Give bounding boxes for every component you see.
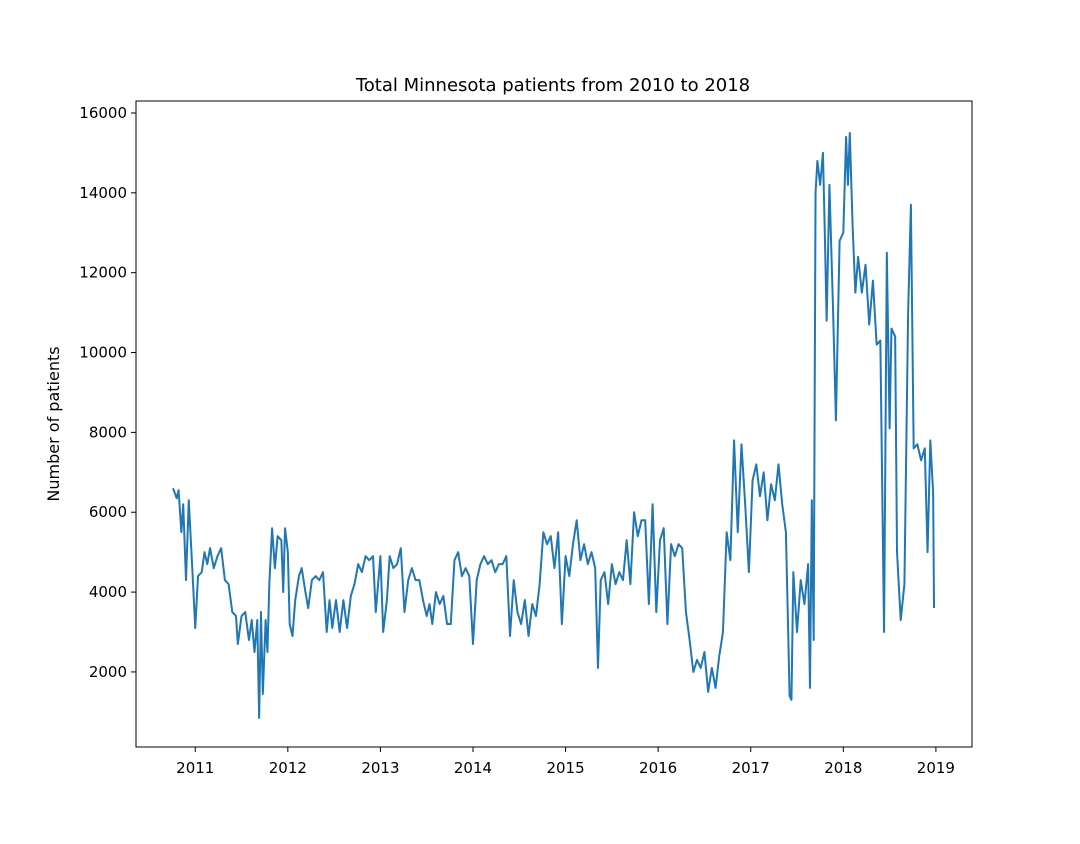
y-tick-label: 10000 <box>79 344 127 362</box>
x-tick-label: 2012 <box>269 759 307 777</box>
x-tick-label: 2011 <box>176 759 214 777</box>
x-tick-label: 2018 <box>824 759 862 777</box>
x-tick-label: 2014 <box>454 759 492 777</box>
y-tick-label: 8000 <box>89 423 127 441</box>
y-tick-label: 6000 <box>89 503 127 521</box>
y-tick-label: 2000 <box>89 663 127 681</box>
y-tick-label: 12000 <box>79 264 127 282</box>
y-tick-label: 16000 <box>79 104 127 122</box>
x-tick-label: 2017 <box>732 759 770 777</box>
y-axis-label: Number of patients <box>44 346 63 501</box>
plot-frame <box>135 100 973 748</box>
x-tick-label: 2019 <box>917 759 955 777</box>
x-tick-label: 2016 <box>639 759 677 777</box>
x-tick-label: 2015 <box>546 759 584 777</box>
y-tick-label: 14000 <box>79 184 127 202</box>
chart-title: Total Minnesota patients from 2010 to 20… <box>355 75 750 96</box>
x-tick-label: 2013 <box>361 759 399 777</box>
data-line <box>172 131 936 719</box>
y-tick-label: 4000 <box>89 583 127 601</box>
